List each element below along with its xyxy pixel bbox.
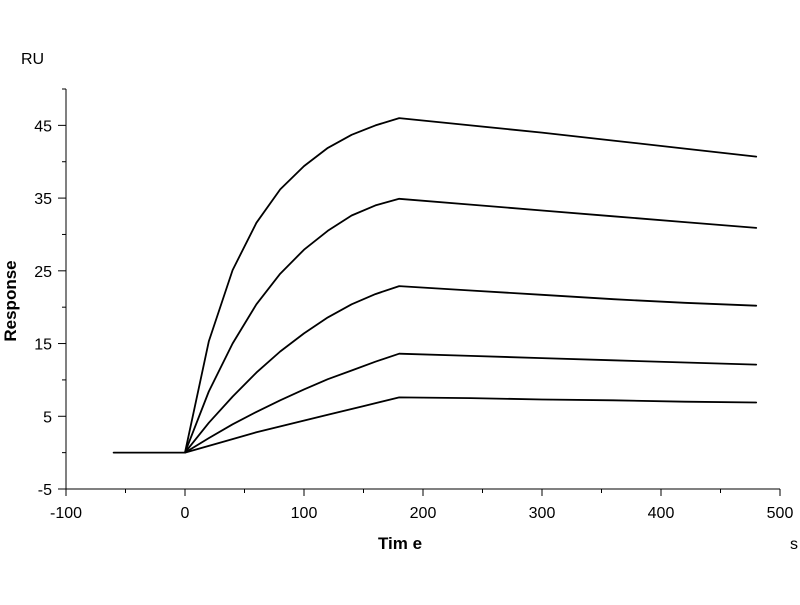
x-tick-label: 500 (767, 505, 794, 522)
y-unit-label: RU (21, 51, 44, 68)
axes (65, 89, 780, 490)
y-axis-title: Response (1, 260, 20, 341)
x-tick-label: 0 (181, 505, 190, 522)
x-axis-title: Tim e (378, 534, 422, 553)
x-tick-label: -100 (50, 505, 82, 522)
x-tick-label: 100 (291, 505, 318, 522)
y-tick-label: 35 (34, 191, 52, 208)
x-tick-label: 200 (410, 505, 437, 522)
y-tick-label: 15 (34, 337, 52, 354)
y-tick-label: -5 (38, 482, 52, 499)
tick-marks (58, 88, 781, 496)
series-line-4 (184, 352, 758, 454)
series-lines (112, 117, 758, 454)
x-tick-label: 400 (648, 505, 675, 522)
y-tick-label: 5 (43, 409, 52, 426)
y-tick-label: 25 (34, 264, 52, 281)
series-line-5 (184, 396, 758, 454)
tick-labels: -5 5 15 25 35 45 -100 0 100 200 300 400 500 (34, 118, 793, 522)
series-line-3 (184, 285, 758, 454)
series-line-2 (184, 197, 758, 454)
x-tick-label: 300 (529, 505, 556, 522)
y-tick-label: 45 (34, 118, 52, 135)
x-unit-label: s (790, 536, 798, 553)
series-line-1 (112, 117, 758, 454)
